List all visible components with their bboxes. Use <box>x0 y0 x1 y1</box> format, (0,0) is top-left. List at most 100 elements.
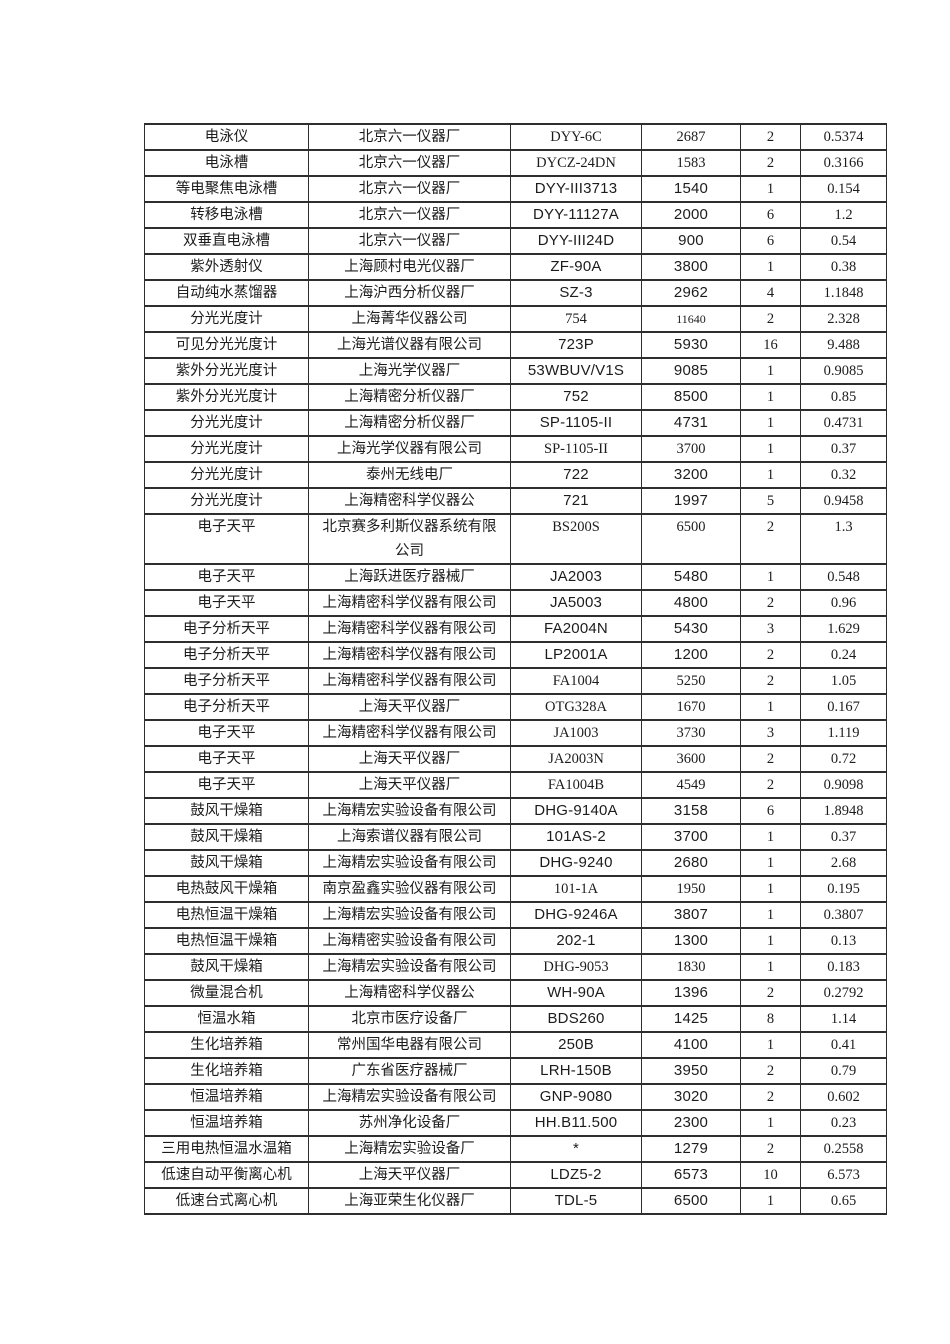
cell-manufacturer: 上海精密科学仪器公 <box>308 487 511 515</box>
cell-unit-price: 2300 <box>641 1109 741 1137</box>
cell-model: JA2003N <box>510 745 642 773</box>
cell-unit-price: 4800 <box>641 589 741 617</box>
cell-equipment-name: 恒温培养箱 <box>144 1083 309 1111</box>
cell-unit-price: 3700 <box>641 435 741 463</box>
cell-model: SP-1105-II <box>510 409 642 437</box>
table-row: 低速自动平衡离心机 上海天平仪器厂 LDZ5-2 6573 10 6.573 <box>144 1161 887 1189</box>
cell-unit-price: 6573 <box>641 1161 741 1189</box>
cell-unit-price: 1279 <box>641 1135 741 1163</box>
cell-unit-price: 3807 <box>641 901 741 929</box>
cell-total-amount: 0.183 <box>800 953 887 981</box>
cell-manufacturer: 上海光谱仪器有限公司 <box>308 331 511 359</box>
cell-manufacturer: 上海精宏实验设备有限公司 <box>308 797 511 825</box>
cell-manufacturer: 上海精宏实验设备有限公司 <box>308 849 511 877</box>
cell-manufacturer: 上海顾村电光仪器厂 <box>308 253 511 281</box>
cell-manufacturer: 上海精密科学仪器有限公司 <box>308 589 511 617</box>
cell-total-amount: 0.4731 <box>800 409 887 437</box>
cell-unit-price: 2680 <box>641 849 741 877</box>
cell-manufacturer: 北京六一仪器厂 <box>308 149 511 177</box>
cell-model: BS200S <box>510 513 642 565</box>
cell-model: WH-90A <box>510 979 642 1007</box>
cell-model: TDL-5 <box>510 1187 642 1215</box>
table-row: 电热恒温干燥箱 上海精密实验设备有限公司 202-1 1300 1 0.13 <box>144 927 887 955</box>
cell-unit-price: 1200 <box>641 641 741 669</box>
table-row: 转移电泳槽 北京六一仪器厂 DYY-11127A 2000 6 1.2 <box>144 201 887 229</box>
cell-total-amount: 0.96 <box>800 589 887 617</box>
cell-unit-price: 3800 <box>641 253 741 281</box>
cell-manufacturer: 北京六一仪器厂 <box>308 227 511 255</box>
cell-total-amount: 1.14 <box>800 1005 887 1033</box>
cell-unit-price: 5250 <box>641 667 741 695</box>
cell-quantity: 2 <box>740 513 801 565</box>
cell-total-amount: 1.629 <box>800 615 887 643</box>
cell-total-amount: 1.2 <box>800 201 887 229</box>
cell-model: 723P <box>510 331 642 359</box>
cell-manufacturer: 上海天平仪器厂 <box>308 1161 511 1189</box>
table-row: 紫外透射仪 上海顾村电光仪器厂 ZF-90A 3800 1 0.38 <box>144 253 887 281</box>
table-row: 电子天平 上海精密科学仪器有限公司 JA5003 4800 2 0.96 <box>144 589 887 617</box>
cell-model: GNP-9080 <box>510 1083 642 1111</box>
cell-manufacturer: 上海精宏实验设备有限公司 <box>308 953 511 981</box>
cell-quantity: 6 <box>740 201 801 229</box>
cell-total-amount: 0.9098 <box>800 771 887 799</box>
cell-model: JA1003 <box>510 719 642 747</box>
cell-quantity: 2 <box>740 641 801 669</box>
cell-manufacturer: 北京市医疗设备厂 <box>308 1005 511 1033</box>
cell-manufacturer: 北京六一仪器厂 <box>308 201 511 229</box>
table-row: 恒温水箱 北京市医疗设备厂 BDS260 1425 8 1.14 <box>144 1005 887 1033</box>
cell-model: 722 <box>510 461 642 489</box>
cell-equipment-name: 电热恒温干燥箱 <box>144 901 309 929</box>
cell-unit-price: 11640 <box>641 305 741 333</box>
cell-equipment-name: 分光光度计 <box>144 487 309 515</box>
table-row: 恒温培养箱 苏州净化设备厂 HH.B11.500 2300 1 0.23 <box>144 1109 887 1137</box>
cell-quantity: 1 <box>740 1187 801 1215</box>
table-row: 紫外分光光度计 上海光学仪器厂 53WBUV/V1S 9085 1 0.9085 <box>144 357 887 385</box>
cell-model: DHG-9246A <box>510 901 642 929</box>
cell-manufacturer: 上海精密科学仪器有限公司 <box>308 719 511 747</box>
cell-quantity: 2 <box>740 667 801 695</box>
cell-model: DHG-9053 <box>510 953 642 981</box>
cell-quantity: 1 <box>740 409 801 437</box>
cell-manufacturer: 泰州无线电厂 <box>308 461 511 489</box>
cell-quantity: 2 <box>740 589 801 617</box>
cell-equipment-name: 电子分析天平 <box>144 641 309 669</box>
cell-quantity: 1 <box>740 823 801 851</box>
cell-total-amount: 6.573 <box>800 1161 887 1189</box>
cell-equipment-name: 电子天平 <box>144 719 309 747</box>
table-row: 双垂直电泳槽 北京六一仪器厂 DYY-III24D 900 6 0.54 <box>144 227 887 255</box>
cell-manufacturer: 上海精密实验设备有限公司 <box>308 927 511 955</box>
cell-equipment-name: 电子天平 <box>144 563 309 591</box>
cell-quantity: 1 <box>740 357 801 385</box>
cell-unit-price: 1830 <box>641 953 741 981</box>
cell-equipment-name: 分光光度计 <box>144 461 309 489</box>
cell-quantity: 1 <box>740 175 801 203</box>
cell-equipment-name: 恒温水箱 <box>144 1005 309 1033</box>
cell-manufacturer: 上海精宏实验设备有限公司 <box>308 901 511 929</box>
cell-equipment-name: 紫外分光光度计 <box>144 383 309 411</box>
cell-model: DYY-6C <box>510 123 642 151</box>
cell-model: DYY-11127A <box>510 201 642 229</box>
cell-equipment-name: 等电聚焦电泳槽 <box>144 175 309 203</box>
table-row: 等电聚焦电泳槽 北京六一仪器厂 DYY-III3713 1540 1 0.154 <box>144 175 887 203</box>
cell-equipment-name: 分光光度计 <box>144 409 309 437</box>
cell-total-amount: 1.119 <box>800 719 887 747</box>
cell-unit-price: 1300 <box>641 927 741 955</box>
cell-manufacturer: 上海天平仪器厂 <box>308 771 511 799</box>
cell-total-amount: 0.32 <box>800 461 887 489</box>
cell-model: OTG328A <box>510 693 642 721</box>
cell-equipment-name: 分光光度计 <box>144 435 309 463</box>
cell-manufacturer: 上海精密科学仪器公 <box>308 979 511 1007</box>
cell-unit-price: 3600 <box>641 745 741 773</box>
cell-quantity: 10 <box>740 1161 801 1189</box>
cell-total-amount: 2.68 <box>800 849 887 877</box>
cell-model: JA2003 <box>510 563 642 591</box>
cell-quantity: 1 <box>740 563 801 591</box>
cell-model: DHG-9240 <box>510 849 642 877</box>
cell-equipment-name: 鼓风干燥箱 <box>144 849 309 877</box>
cell-quantity: 6 <box>740 227 801 255</box>
cell-equipment-name: 电泳槽 <box>144 149 309 177</box>
table-row: 分光光度计 上海精密科学仪器公 721 1997 5 0.9458 <box>144 487 887 515</box>
cell-manufacturer: 上海索谱仪器有限公司 <box>308 823 511 851</box>
cell-equipment-name: 生化培养箱 <box>144 1031 309 1059</box>
cell-total-amount: 0.9085 <box>800 357 887 385</box>
